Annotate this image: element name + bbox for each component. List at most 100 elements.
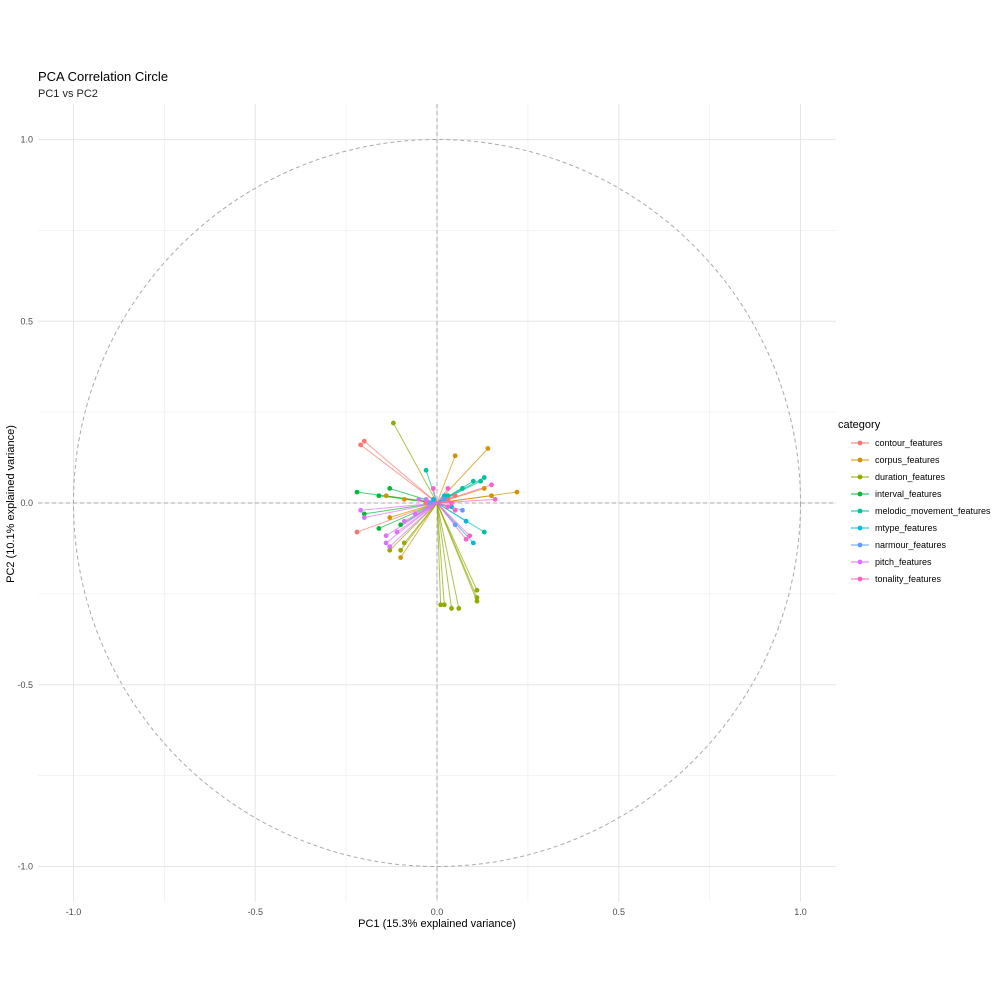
legend-label: corpus_features	[875, 455, 940, 465]
y-axis-ticks: -1.0 -0.5 0.0 0.5 1.0	[17, 135, 33, 872]
loading-point	[398, 522, 404, 528]
loading-point	[430, 496, 436, 502]
y-tick-label: -1.0	[17, 862, 33, 872]
loading-point	[412, 511, 418, 517]
loading-point	[474, 595, 480, 600]
loading-points	[354, 420, 520, 611]
loading-point	[470, 540, 476, 546]
loading-point	[463, 536, 469, 542]
loading-point	[398, 555, 404, 560]
loading-segment	[436, 502, 445, 605]
loading-segment	[436, 502, 467, 522]
legend-label: pitch_features	[875, 557, 932, 567]
x-axis-title: PC1 (15.3% explained variance)	[358, 918, 516, 930]
loading-segment	[436, 495, 492, 504]
loading-point	[441, 602, 447, 608]
y-tick-label: 0.5	[20, 316, 33, 326]
loading-point	[481, 486, 487, 491]
loading-point	[467, 533, 473, 539]
loading-point	[387, 547, 393, 553]
loading-segment	[436, 502, 478, 602]
legend-label: interval_features	[875, 489, 942, 499]
loading-point	[463, 518, 469, 524]
loading-point	[489, 493, 494, 499]
x-axis-ticks: -1.0 -0.5 0.0 0.5 1.0	[66, 907, 807, 917]
loading-point	[460, 507, 465, 513]
loading-point	[401, 518, 407, 524]
loading-point	[387, 544, 393, 550]
loading-segment	[432, 488, 438, 504]
loading-segment	[363, 440, 438, 504]
y-tick-label: 0.0	[20, 498, 33, 508]
loading-point	[445, 493, 451, 499]
loading-point	[383, 493, 389, 499]
loading-point	[376, 493, 382, 499]
loading-point	[361, 515, 367, 520]
loading-point	[390, 420, 396, 426]
loading-point	[427, 504, 433, 510]
loading-point	[449, 606, 454, 611]
loading-point	[398, 547, 404, 553]
y-tick-label: -0.5	[17, 680, 33, 690]
x-tick-label: 0.5	[612, 907, 625, 917]
legend-key-point	[857, 525, 863, 531]
loading-segments	[356, 422, 518, 609]
loading-segment	[436, 502, 460, 609]
loading-point	[492, 496, 498, 502]
legend-item: pitch_features	[851, 557, 932, 567]
loading-point	[470, 478, 476, 484]
loading-point	[445, 486, 451, 491]
y-axis-title: PC2 (10.1% explained variance)	[5, 425, 17, 583]
loading-point	[452, 507, 458, 513]
loading-point	[358, 442, 364, 448]
unit-circle	[73, 139, 801, 867]
x-tick-label: -0.5	[247, 907, 263, 917]
loading-segment	[436, 455, 456, 504]
loading-point	[423, 467, 429, 473]
loading-segment	[436, 502, 471, 537]
loading-point	[481, 529, 487, 535]
legend-item: narmour_features	[851, 540, 947, 550]
legend-item: melodic_movement_features	[851, 506, 991, 516]
legend-item: corpus_features	[851, 455, 940, 465]
loading-segment	[436, 502, 442, 605]
loading-segment	[389, 502, 438, 547]
loading-point	[401, 540, 407, 546]
x-tick-label: 0.0	[431, 907, 444, 917]
y-tick-label: 1.0	[20, 135, 33, 145]
legend-label: narmour_features	[875, 540, 947, 550]
legend-key-point	[857, 474, 863, 480]
loading-point	[489, 482, 494, 488]
loading-point	[376, 526, 382, 531]
legend-key-point	[857, 542, 863, 548]
legend-item: duration_features	[851, 472, 946, 482]
chart-title: PCA Correlation Circle	[38, 69, 168, 84]
loading-segment	[364, 502, 438, 519]
loading-point	[438, 602, 444, 608]
legend-key-point	[857, 508, 863, 514]
legend-label: duration_features	[875, 472, 946, 482]
loading-point	[394, 529, 400, 535]
x-tick-label: -1.0	[66, 907, 82, 917]
loading-point	[427, 500, 433, 506]
legend-label: melodic_movement_features	[875, 506, 991, 516]
legend-key-point	[857, 576, 863, 582]
loading-point	[485, 446, 491, 451]
legend-items: contour_features corpus_features duration_…	[851, 438, 991, 584]
loading-segment	[360, 444, 438, 504]
loading-point	[401, 496, 407, 502]
loading-point	[514, 489, 520, 495]
loading-point	[441, 493, 447, 499]
loading-point	[423, 496, 429, 502]
loading-point	[423, 500, 429, 506]
legend-key-point	[857, 457, 863, 463]
loading-point	[361, 438, 367, 444]
loading-point	[354, 489, 360, 495]
loading-point	[383, 533, 389, 539]
loading-point	[445, 496, 451, 502]
loading-point	[481, 475, 487, 480]
loading-segment	[378, 502, 438, 529]
loading-segment	[400, 502, 438, 551]
loading-point	[354, 529, 360, 535]
legend-item: tonality_features	[851, 574, 942, 584]
